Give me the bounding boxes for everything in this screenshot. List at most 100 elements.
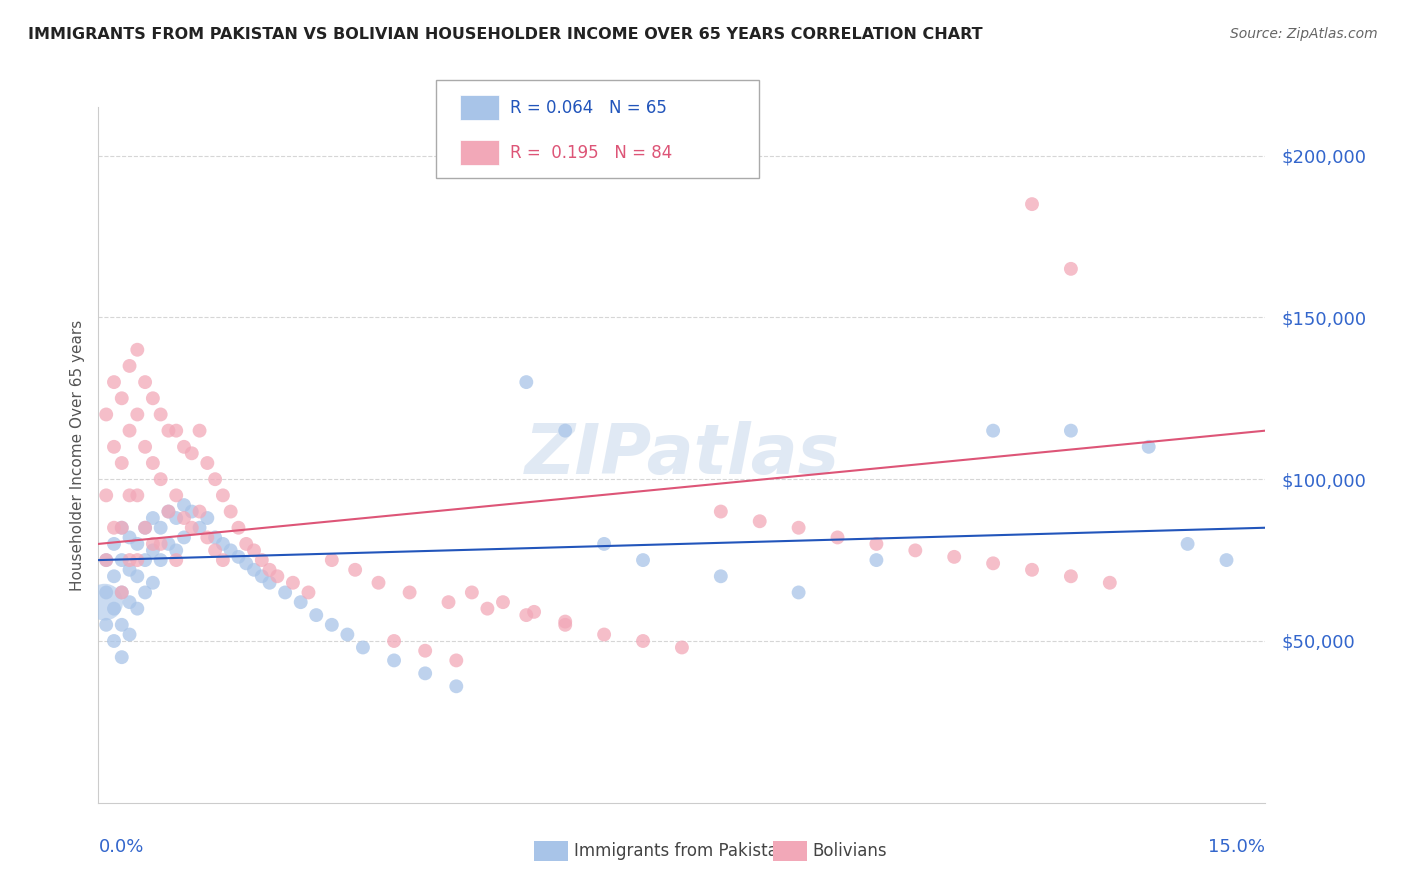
Point bbox=[1215, 553, 1237, 567]
Point bbox=[188, 424, 211, 438]
Point bbox=[321, 553, 343, 567]
Point bbox=[134, 375, 156, 389]
Point bbox=[243, 543, 266, 558]
Point bbox=[134, 521, 156, 535]
Point bbox=[111, 617, 134, 632]
Point bbox=[103, 521, 125, 535]
Point bbox=[134, 585, 156, 599]
Point bbox=[96, 488, 118, 502]
Point bbox=[554, 617, 576, 632]
Point bbox=[235, 537, 257, 551]
Point bbox=[165, 553, 187, 567]
Point bbox=[827, 531, 849, 545]
Point bbox=[111, 392, 134, 406]
Text: Bolivians: Bolivians bbox=[813, 842, 887, 860]
Point bbox=[352, 640, 374, 655]
Point bbox=[1060, 261, 1083, 276]
Point bbox=[173, 511, 195, 525]
Point bbox=[149, 537, 172, 551]
Point bbox=[212, 488, 235, 502]
Point bbox=[297, 585, 319, 599]
Point bbox=[523, 605, 546, 619]
Point bbox=[127, 343, 149, 357]
Point bbox=[266, 569, 288, 583]
Text: 15.0%: 15.0% bbox=[1208, 838, 1265, 856]
Point bbox=[111, 585, 134, 599]
Point bbox=[710, 569, 733, 583]
Point bbox=[180, 446, 202, 460]
Point bbox=[111, 585, 134, 599]
Point bbox=[111, 521, 134, 535]
Point bbox=[118, 488, 141, 502]
Point bbox=[865, 553, 887, 567]
Point bbox=[188, 521, 211, 535]
Text: R = 0.064   N = 65: R = 0.064 N = 65 bbox=[510, 99, 668, 117]
Point bbox=[235, 557, 257, 571]
Point bbox=[1177, 537, 1199, 551]
Point bbox=[127, 488, 149, 502]
Point bbox=[290, 595, 312, 609]
Point bbox=[96, 408, 118, 422]
Point bbox=[103, 375, 125, 389]
Point bbox=[103, 601, 125, 615]
Point bbox=[142, 537, 165, 551]
Point bbox=[103, 569, 125, 583]
Point bbox=[904, 543, 927, 558]
Point bbox=[165, 488, 187, 502]
Point bbox=[111, 553, 134, 567]
Point bbox=[111, 521, 134, 535]
Point bbox=[127, 408, 149, 422]
Point bbox=[165, 511, 187, 525]
Point bbox=[118, 531, 141, 545]
Point bbox=[149, 408, 172, 422]
Point bbox=[631, 634, 654, 648]
Point bbox=[305, 608, 328, 623]
Point bbox=[188, 504, 211, 518]
Point bbox=[204, 472, 226, 486]
Point bbox=[437, 595, 460, 609]
Point bbox=[127, 553, 149, 567]
Point bbox=[554, 615, 576, 629]
Point bbox=[96, 553, 118, 567]
Point bbox=[981, 557, 1004, 571]
Point bbox=[228, 521, 250, 535]
Point bbox=[134, 553, 156, 567]
Point bbox=[157, 504, 180, 518]
Point bbox=[111, 650, 134, 665]
Point bbox=[118, 424, 141, 438]
Point bbox=[142, 392, 165, 406]
Point bbox=[259, 563, 281, 577]
Point bbox=[96, 585, 118, 599]
Point bbox=[118, 595, 141, 609]
Point bbox=[250, 553, 273, 567]
Point bbox=[111, 456, 134, 470]
Text: Source: ZipAtlas.com: Source: ZipAtlas.com bbox=[1230, 27, 1378, 41]
Point bbox=[173, 498, 195, 512]
Text: ZIPatlas: ZIPatlas bbox=[524, 421, 839, 489]
Point bbox=[219, 504, 242, 518]
Point bbox=[96, 553, 118, 567]
Point bbox=[787, 585, 810, 599]
Point bbox=[382, 634, 405, 648]
Point bbox=[446, 679, 468, 693]
Point bbox=[103, 537, 125, 551]
Point bbox=[477, 601, 499, 615]
Point bbox=[165, 543, 187, 558]
Point bbox=[413, 666, 436, 681]
Point bbox=[554, 424, 576, 438]
Point bbox=[259, 575, 281, 590]
Point bbox=[492, 595, 515, 609]
Point bbox=[118, 553, 141, 567]
Text: Immigrants from Pakistan: Immigrants from Pakistan bbox=[574, 842, 787, 860]
Point bbox=[1021, 563, 1043, 577]
Point bbox=[219, 543, 242, 558]
Point bbox=[204, 543, 226, 558]
Point bbox=[157, 424, 180, 438]
Point bbox=[127, 569, 149, 583]
Point bbox=[981, 424, 1004, 438]
Point bbox=[195, 531, 218, 545]
Point bbox=[103, 440, 125, 454]
Point bbox=[212, 553, 235, 567]
Point bbox=[157, 537, 180, 551]
Point bbox=[1060, 424, 1083, 438]
